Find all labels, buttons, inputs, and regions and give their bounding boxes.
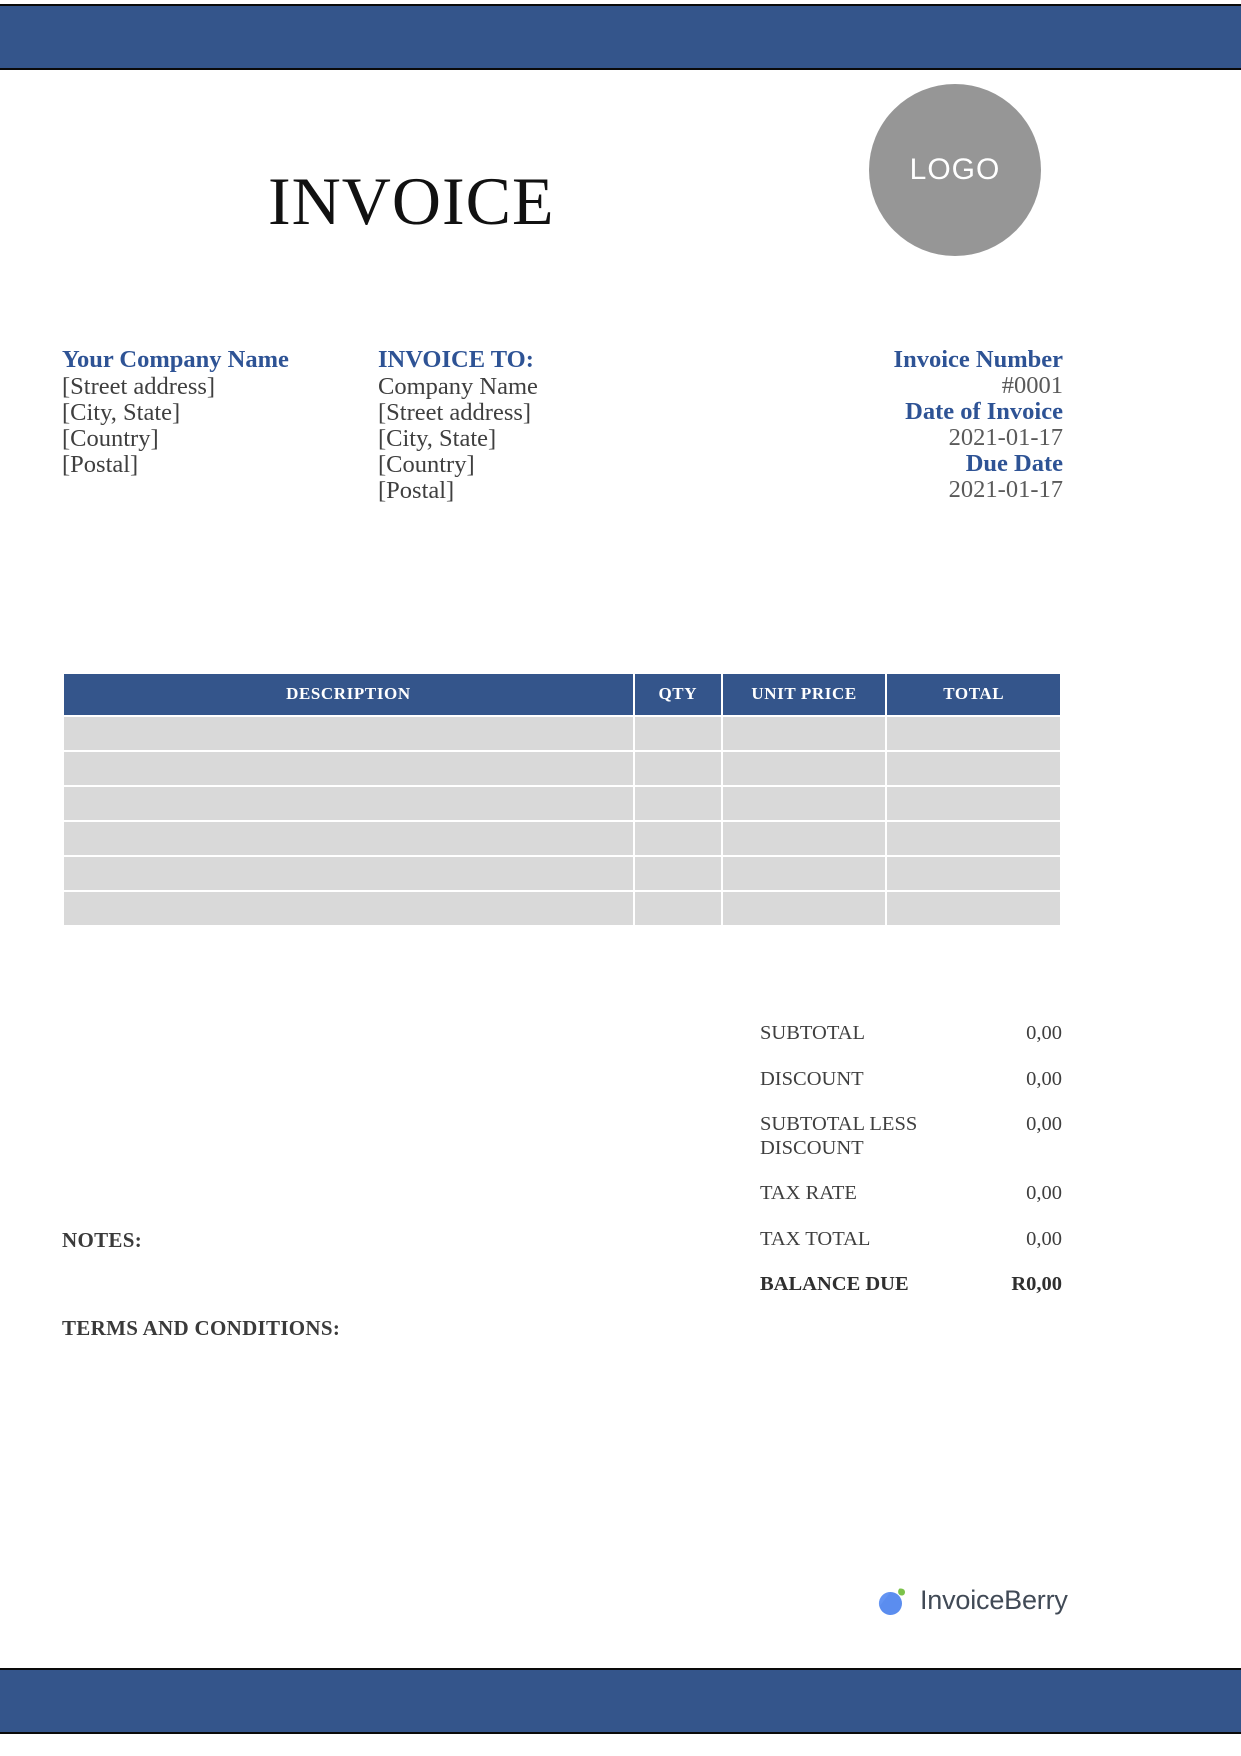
totals-value: 0,00 bbox=[1026, 1067, 1062, 1090]
cell-qty[interactable] bbox=[634, 752, 721, 785]
recipient-address-line: Company Name bbox=[378, 373, 538, 400]
table-row[interactable] bbox=[64, 787, 1060, 820]
recipient-address-line: [City, State] bbox=[378, 425, 497, 452]
totals-value: 0,00 bbox=[1026, 1182, 1062, 1204]
cell-unit-price[interactable] bbox=[722, 822, 886, 855]
totals-value: 0,00 bbox=[1026, 1022, 1062, 1044]
sender-address-line: [Country] bbox=[62, 425, 159, 452]
logo-placeholder[interactable]: LOGO bbox=[869, 84, 1041, 256]
cell-total[interactable] bbox=[887, 787, 1060, 820]
totals-row: DISCOUNT 0,00 bbox=[760, 1068, 1062, 1092]
totals-value: 0,00 bbox=[1026, 1227, 1062, 1250]
sender-address-line: [City, State] bbox=[62, 399, 181, 426]
sender-address-line: [Postal] bbox=[62, 451, 139, 478]
footer-accent-bar bbox=[0, 1668, 1241, 1734]
invoice-meta-block: Invoice Number #0001 Date of Invoice 202… bbox=[894, 347, 1063, 503]
table-row[interactable] bbox=[64, 717, 1060, 750]
logo-placeholder-label: LOGO bbox=[909, 153, 1001, 186]
balance-due-label: BALANCE DUE bbox=[760, 1273, 909, 1295]
invoiceberry-branding[interactable]: InvoiceBerry bbox=[876, 1584, 1068, 1617]
column-header-description: DESCRIPTION bbox=[64, 674, 633, 715]
recipient-address-block: INVOICE TO: Company Name [Street address… bbox=[378, 347, 538, 504]
cell-description[interactable] bbox=[64, 717, 633, 750]
cell-qty[interactable] bbox=[634, 787, 721, 820]
totals-row: SUBTOTAL 0,00 bbox=[760, 1022, 1062, 1046]
table-header-row: DESCRIPTION QTY UNIT PRICE TOTAL bbox=[64, 674, 1060, 715]
cell-unit-price[interactable] bbox=[722, 787, 886, 820]
due-date-label: Due Date bbox=[965, 450, 1063, 477]
recipient-heading: INVOICE TO: bbox=[378, 346, 534, 373]
sender-address-block: Your Company Name [Street address] [City… bbox=[62, 347, 289, 478]
table-row[interactable] bbox=[64, 822, 1060, 855]
balance-due-value: R0,00 bbox=[1011, 1273, 1062, 1295]
line-items-body bbox=[64, 717, 1060, 925]
line-items-table: DESCRIPTION QTY UNIT PRICE TOTAL bbox=[62, 672, 1062, 927]
cell-total[interactable] bbox=[887, 752, 1060, 785]
column-header-total: TOTAL bbox=[887, 674, 1060, 715]
recipient-address-line: [Country] bbox=[378, 451, 475, 478]
cell-description[interactable] bbox=[64, 857, 633, 890]
column-header-unit-price: UNIT PRICE bbox=[722, 674, 886, 715]
recipient-address-line: [Postal] bbox=[378, 477, 455, 504]
invoiceberry-wordmark: InvoiceBerry bbox=[920, 1585, 1068, 1615]
cell-qty[interactable] bbox=[634, 717, 721, 750]
table-row[interactable] bbox=[64, 892, 1060, 925]
cell-qty[interactable] bbox=[634, 857, 721, 890]
cell-total[interactable] bbox=[887, 857, 1060, 890]
totals-label: SUBTOTAL LESS DISCOUNT bbox=[760, 1113, 918, 1159]
table-row[interactable] bbox=[64, 752, 1060, 785]
cell-unit-price[interactable] bbox=[722, 752, 886, 785]
cell-unit-price[interactable] bbox=[722, 857, 886, 890]
totals-row: TAX TOTAL 0,00 bbox=[760, 1228, 1062, 1252]
cell-unit-price[interactable] bbox=[722, 717, 886, 750]
page-title: INVOICE bbox=[268, 163, 555, 239]
cell-description[interactable] bbox=[64, 752, 633, 785]
totals-label: SUBTOTAL bbox=[760, 1022, 866, 1044]
column-header-qty: QTY bbox=[634, 674, 721, 715]
totals-value: 0,00 bbox=[1026, 1113, 1062, 1135]
totals-block: SUBTOTAL 0,00 DISCOUNT 0,00 SUBTOTAL LESS DI… bbox=[760, 1022, 1062, 1297]
totals-label: DISCOUNT bbox=[760, 1067, 864, 1090]
cell-description[interactable] bbox=[64, 787, 633, 820]
invoice-date-value: 2021-01-17 bbox=[948, 424, 1063, 451]
invoice-number-label: Invoice Number bbox=[893, 346, 1063, 373]
invoiceberry-logo-icon bbox=[876, 1584, 909, 1617]
sender-company-name: Your Company Name bbox=[62, 346, 289, 373]
cell-unit-price[interactable] bbox=[722, 892, 886, 925]
cell-description[interactable] bbox=[64, 892, 633, 925]
totals-row: TAX RATE 0,00 bbox=[760, 1182, 1062, 1206]
balance-due-row: BALANCE DUE R0,00 bbox=[760, 1273, 1062, 1297]
due-date-value: 2021-01-17 bbox=[948, 476, 1063, 503]
totals-label: TAX RATE bbox=[760, 1182, 857, 1204]
terms-heading: TERMS AND CONDITIONS: bbox=[62, 1316, 341, 1340]
notes-heading: NOTES: bbox=[62, 1228, 142, 1252]
totals-row: SUBTOTAL LESS DISCOUNT 0,00 bbox=[760, 1113, 1062, 1160]
cell-qty[interactable] bbox=[634, 822, 721, 855]
cell-total[interactable] bbox=[887, 892, 1060, 925]
totals-label: TAX TOTAL bbox=[760, 1227, 871, 1250]
cell-total[interactable] bbox=[887, 822, 1060, 855]
cell-total[interactable] bbox=[887, 717, 1060, 750]
invoice-number-value: #0001 bbox=[1001, 372, 1063, 399]
cell-description[interactable] bbox=[64, 822, 633, 855]
cell-qty[interactable] bbox=[634, 892, 721, 925]
recipient-address-line: [Street address] bbox=[378, 399, 532, 426]
header-accent-bar bbox=[0, 4, 1241, 70]
line-items-header: DESCRIPTION QTY UNIT PRICE TOTAL bbox=[64, 674, 1060, 715]
table-row[interactable] bbox=[64, 857, 1060, 890]
sender-address-line: [Street address] bbox=[62, 373, 216, 400]
invoice-date-label: Date of Invoice bbox=[905, 398, 1063, 425]
